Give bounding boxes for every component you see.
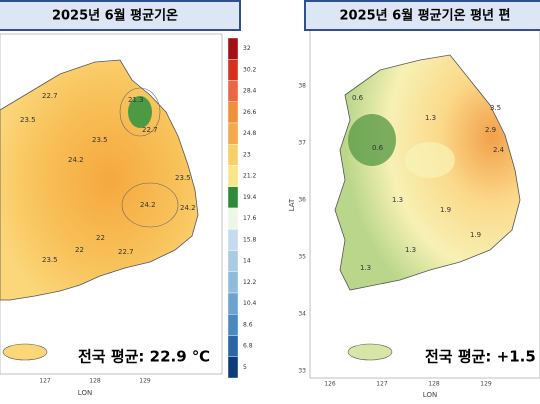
x-tick-label: 129 — [139, 378, 151, 385]
colorbar-label: 28.4 — [243, 88, 257, 95]
colorbar-label: 8.6 — [243, 321, 253, 328]
y-tick-label: 37 — [298, 140, 306, 147]
left-map — [0, 59, 199, 361]
panel-title: 2025년 6월 평균기온 — [52, 8, 178, 24]
contour-label: 1.3 — [405, 246, 416, 254]
contour-label: 24.2 — [140, 201, 156, 209]
cool-area — [128, 96, 152, 128]
contour-label: 2.9 — [485, 126, 496, 134]
colorbar-cell — [227, 314, 239, 336]
jeju — [347, 343, 393, 361]
contour-label: 22.7 — [142, 126, 158, 134]
colorbar-label: 17.6 — [243, 215, 257, 222]
colorbar-cell — [227, 271, 239, 294]
contour — [119, 87, 161, 137]
contour-label: 1.3 — [425, 114, 436, 122]
colorbar-cell — [227, 59, 239, 81]
colorbar-cell — [227, 229, 239, 251]
contour-label: 23.5 — [20, 116, 36, 124]
x-axis-label: LON — [423, 391, 437, 399]
colorbar-cell — [227, 186, 239, 209]
colorbar-cell — [227, 144, 239, 166]
title-box — [304, 0, 540, 31]
contour-label: 1.3 — [360, 264, 371, 272]
colorbar-cell — [227, 101, 239, 124]
contour-label: 0.6 — [352, 94, 364, 102]
contour-label: 23.5 — [42, 256, 58, 264]
contour-label: 21.3 — [128, 96, 144, 104]
x-tick-label: 128 — [428, 381, 440, 388]
colorbar-label: 12.2 — [243, 279, 257, 286]
y-axis-label: LAT — [288, 198, 296, 211]
x-tick-label: 127 — [376, 381, 388, 388]
colorbar-cell — [227, 335, 239, 357]
colorbar-label: 21.2 — [243, 173, 257, 180]
colorbar-cell — [227, 356, 239, 379]
contour-label: 1.3 — [392, 196, 403, 204]
colorbar-label: 26.6 — [243, 109, 257, 116]
x-axis-label: LON — [78, 389, 92, 397]
colorbar-cell — [227, 250, 239, 272]
colorbar-label: 32 — [243, 45, 251, 52]
y-tick-label: 36 — [298, 197, 306, 204]
colorbar-label: 30.2 — [243, 66, 257, 73]
colorbar-cell — [227, 80, 239, 102]
colorbar-label: 10.4 — [243, 300, 257, 307]
contour-label: 22.7 — [42, 92, 58, 100]
colorbar-label: 19.4 — [243, 194, 257, 201]
contour-label: 23.5 — [92, 136, 108, 144]
colorbar-label: 24.8 — [243, 130, 257, 137]
contour-label: 24.2 — [68, 156, 84, 164]
colorbar-cell — [227, 207, 239, 230]
contour-label: 0.6 — [372, 144, 384, 152]
cool-area — [348, 114, 396, 166]
x-tick-label: 128 — [89, 378, 101, 385]
colorbar-label: 5 — [243, 364, 247, 371]
area — [405, 142, 455, 178]
summary: 전국 평균: +1.5 ℃ — [425, 348, 540, 366]
y-tick-label: 34 — [298, 311, 306, 318]
contour-label: 3.5 — [490, 104, 501, 112]
contour-label: 22.7 — [118, 248, 134, 256]
y-tick-label: 38 — [298, 83, 306, 90]
panel-title: 2025년 6월 평균기온 평년 편 — [340, 8, 511, 24]
colorbar-label: 15.8 — [243, 236, 257, 243]
contour-label: 1.9 — [470, 231, 481, 239]
x-tick-label: 127 — [39, 378, 51, 385]
contour-label: 24.2 — [180, 204, 196, 212]
colorbar-cell — [227, 292, 239, 315]
right-map — [334, 54, 521, 361]
y-tick-label: 35 — [298, 254, 306, 261]
x-tick-label: 126 — [324, 381, 336, 388]
title-box — [0, 0, 241, 31]
contour-label: 22 — [75, 246, 84, 254]
y-tick-label: 33 — [298, 368, 306, 375]
colorbar-cell — [227, 122, 239, 145]
colorbar-cell — [227, 37, 239, 60]
contour — [121, 182, 179, 228]
colorbar-label: 23 — [243, 151, 251, 158]
colorbar-label: 14 — [243, 258, 251, 265]
colorbar-label: 6.8 — [243, 343, 253, 350]
contour-label: 2.4 — [493, 146, 505, 154]
contour-label: 23.5 — [175, 174, 191, 182]
contour-label: 22 — [96, 234, 105, 242]
summary: 전국 평균: 22.9 ℃ — [78, 348, 210, 366]
jeju — [2, 343, 48, 361]
colorbar-cell — [227, 165, 239, 187]
x-tick-label: 129 — [480, 381, 492, 388]
contour-label: 1.9 — [440, 206, 451, 214]
